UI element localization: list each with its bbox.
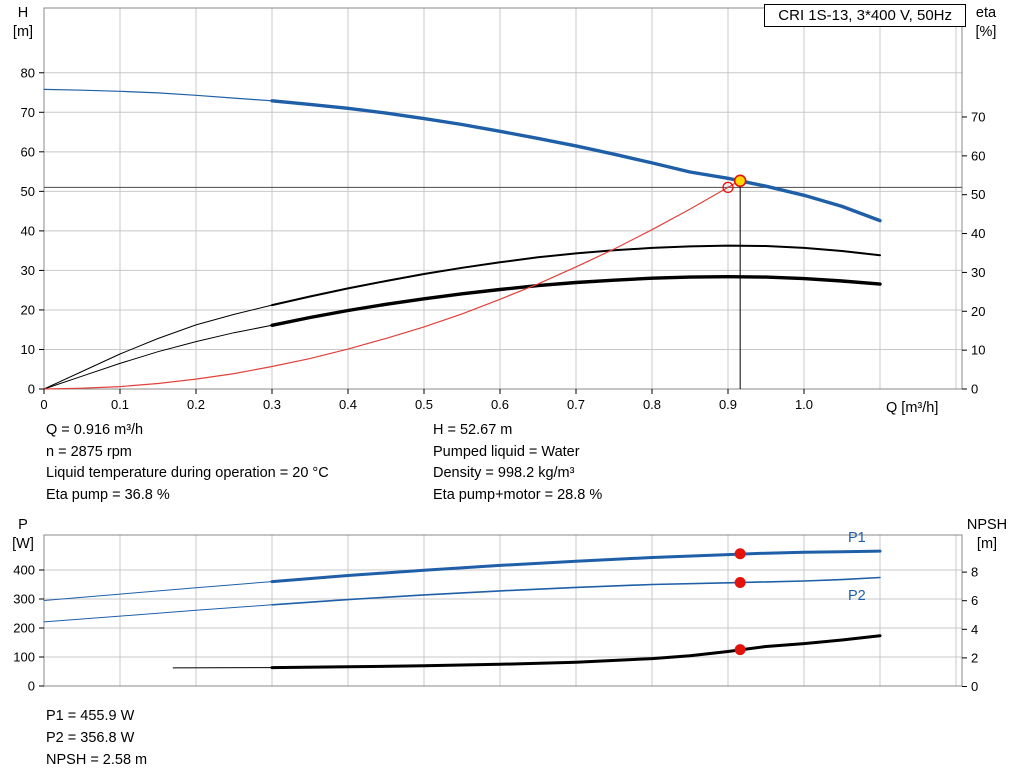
p2-curve xyxy=(271,576,881,606)
p2-curve-label: P2 xyxy=(848,588,866,604)
right-axis-tick-label: 20 xyxy=(971,304,985,319)
x-axis-tick-label: 0.9 xyxy=(719,397,737,412)
left-axis-tick-label: 40 xyxy=(21,223,35,238)
head-curve xyxy=(270,99,882,223)
left-axis-tick-label: 0 xyxy=(28,679,35,694)
info-p2: P2 = 356.8 W xyxy=(46,730,135,746)
plot-frame xyxy=(43,534,963,687)
npsh-axis-title: NPSH [m] xyxy=(954,516,1020,554)
right-axis-tick-label: 0 xyxy=(971,382,978,397)
plot-frame xyxy=(43,7,963,390)
info-eta-pump: Eta pump = 36.8 % xyxy=(46,486,170,503)
npsh-point xyxy=(734,644,746,656)
left-axis-tick-label: 20 xyxy=(21,302,35,317)
x-axis-tick-label: 0.7 xyxy=(567,397,585,412)
x-axis-tick-label: 1.0 xyxy=(795,397,813,412)
left-axis-tick-label: 10 xyxy=(21,342,35,357)
p-axis-letter: P xyxy=(18,517,28,533)
x-axis-tick-label: 0 xyxy=(40,397,47,412)
power-info: P1 = 455.9 W P2 = 356.8 W NPSH = 2.58 m xyxy=(46,705,147,771)
p1-curve-label: P1 xyxy=(848,530,866,546)
info-npsh: NPSH = 2.58 m xyxy=(46,752,148,768)
right-axis-tick-label: 0 xyxy=(971,679,978,694)
pump-title-box: CRI 1S-13, 3*400 V, 50Hz xyxy=(764,4,966,27)
left-axis-tick-label: 70 xyxy=(21,105,35,120)
info-eta-pump-motor: Eta pump+motor = 28.8 % xyxy=(433,486,603,503)
eta-pump-curve-lead xyxy=(43,304,273,390)
p2-point xyxy=(734,577,746,589)
left-axis-tick-label: 80 xyxy=(21,65,35,80)
duty-info-left: Q = 0.916 m³/h n = 2875 rpm Liquid tempe… xyxy=(46,420,329,506)
x-axis-tick-label: 0.5 xyxy=(415,397,433,412)
h-axis-title: H [m] xyxy=(2,4,44,42)
p1-curve-lead xyxy=(43,581,273,601)
x-axis-tick-label: 0.3 xyxy=(263,397,281,412)
system-curve xyxy=(43,179,741,390)
h-axis-unit: [m] xyxy=(12,24,34,40)
left-axis-tick-label: 200 xyxy=(13,621,35,636)
left-axis-tick-label: 60 xyxy=(21,144,35,159)
left-axis-tick-label: 400 xyxy=(13,563,35,578)
npsh-axis-unit: [m] xyxy=(976,536,998,552)
eta-pump-curve xyxy=(271,244,881,307)
p-axis-unit: [W] xyxy=(12,536,34,552)
eta-pump-motor-curve-lead xyxy=(43,324,273,390)
left-axis-tick-label: 50 xyxy=(21,184,35,199)
right-axis-tick-label: 70 xyxy=(971,109,985,124)
x-axis-tick-label: 0.6 xyxy=(491,397,509,412)
head-curve-lead xyxy=(43,88,273,102)
npsh-axis-letter: NPSH xyxy=(966,517,1008,533)
p1-point xyxy=(734,548,746,560)
requested-duty-point xyxy=(722,181,734,194)
eta-axis-title: eta [%] xyxy=(958,4,1014,42)
x-axis-tick-label: 0.2 xyxy=(187,397,205,412)
eta-pump-motor-curve xyxy=(270,275,882,327)
q-axis-title: Q [m³/h] xyxy=(886,400,939,416)
npsh-curve xyxy=(270,634,882,670)
right-axis-tick-label: 10 xyxy=(971,343,985,358)
x-axis-tick-label: 0.8 xyxy=(643,397,661,412)
left-axis-tick-label: 30 xyxy=(21,263,35,278)
info-pumped-liquid: Pumped liquid = Water xyxy=(433,443,580,460)
info-liquid-temperature: Liquid temperature during operation = 20… xyxy=(46,465,329,481)
info-head: H = 52.67 m xyxy=(433,422,513,438)
right-axis-tick-label: 4 xyxy=(971,622,978,637)
left-axis-tick-label: 300 xyxy=(13,592,35,607)
right-axis-tick-label: 60 xyxy=(971,148,985,163)
duty-info-right: H = 52.67 m Pumped liquid = Water Densit… xyxy=(433,420,602,506)
left-axis-tick-label: 100 xyxy=(13,650,35,665)
right-axis-tick-label: 2 xyxy=(971,650,978,665)
right-axis-tick-label: 30 xyxy=(971,265,985,280)
info-speed: n = 2875 rpm xyxy=(46,443,132,460)
eta-axis-unit: [%] xyxy=(975,24,997,40)
operating-point xyxy=(733,174,747,188)
info-density: Density = 998.2 kg/m³ xyxy=(433,465,575,481)
info-p1: P1 = 455.9 W xyxy=(46,708,135,724)
p-axis-title: P [W] xyxy=(2,516,44,554)
p1-curve xyxy=(270,549,882,584)
x-axis-tick-label: 0.1 xyxy=(111,397,129,412)
right-axis-tick-label: 50 xyxy=(971,187,985,202)
info-flow: Q = 0.916 m³/h xyxy=(46,422,144,438)
x-axis-tick-label: 0.4 xyxy=(339,397,357,412)
right-axis-tick-label: 8 xyxy=(971,565,978,580)
h-axis-letter: H xyxy=(17,5,29,21)
right-axis-tick-label: 6 xyxy=(971,593,978,608)
eta-axis-letter: eta xyxy=(975,5,997,21)
p2-curve-lead xyxy=(43,604,273,623)
right-axis-tick-label: 40 xyxy=(971,226,985,241)
left-axis-tick-label: 0 xyxy=(28,382,35,397)
